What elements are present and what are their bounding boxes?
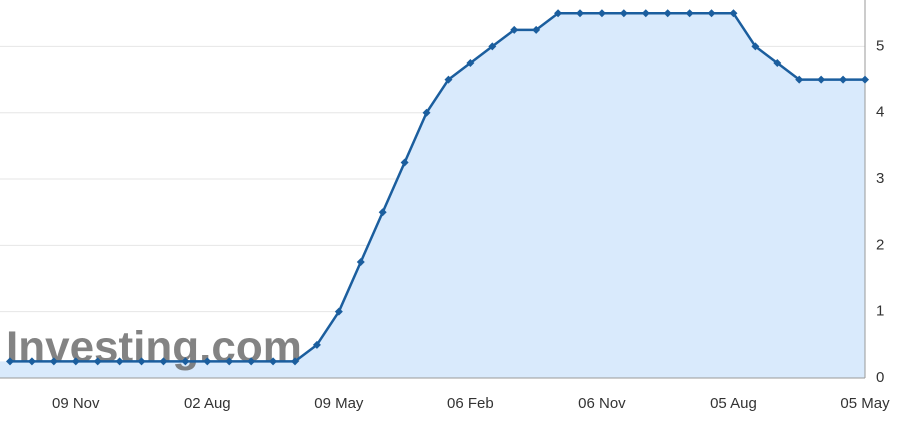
x-tick-label: 06 Nov: [578, 395, 626, 412]
point: [225, 357, 234, 366]
x-tick-label: 09 Nov: [52, 395, 100, 412]
y-tick-label: 1: [876, 303, 884, 320]
point: [71, 357, 80, 366]
point: [27, 357, 36, 366]
point: [685, 9, 694, 18]
x-tick-label: 05 Aug: [710, 395, 757, 412]
point: [378, 208, 387, 217]
x-tick-label: 09 May: [314, 395, 364, 412]
point: [554, 9, 563, 18]
point: [356, 257, 365, 266]
y-tick-label: 2: [876, 236, 884, 253]
point: [400, 158, 409, 167]
point: [663, 9, 672, 18]
point: [707, 9, 716, 18]
y-tick-label: 5: [876, 37, 884, 54]
point: [334, 307, 343, 316]
point: [510, 25, 519, 34]
point: [488, 42, 497, 51]
point: [247, 357, 256, 366]
point: [466, 59, 475, 67]
point: [839, 75, 848, 84]
point: [291, 357, 299, 366]
point: [641, 9, 650, 18]
point: [817, 75, 826, 84]
point: [312, 340, 321, 349]
x-tick-label: 05 May: [840, 395, 890, 412]
area-fill: [0, 13, 865, 379]
point: [203, 357, 212, 366]
point: [597, 9, 606, 18]
point: [269, 357, 278, 366]
point: [181, 357, 190, 366]
point: [576, 9, 584, 18]
point: [795, 75, 804, 84]
line: [10, 12, 865, 363]
point: [532, 25, 541, 34]
x-tick-label: 02 Aug: [184, 395, 231, 412]
point: [49, 357, 58, 366]
y-tick-label: 3: [876, 170, 884, 187]
point: [159, 357, 168, 366]
point: [93, 357, 102, 366]
x-tick-label: 06 Feb: [447, 395, 494, 412]
point: [773, 59, 782, 67]
point: [444, 75, 453, 84]
point: [861, 75, 869, 84]
point: [619, 9, 628, 18]
watermark: Investing.com: [6, 323, 302, 372]
point: [751, 42, 760, 51]
point: [422, 108, 431, 117]
point: [6, 357, 14, 366]
point: [115, 357, 124, 366]
point: [729, 9, 738, 18]
y-tick-label: 0: [876, 369, 884, 386]
y-tick-label: 4: [876, 104, 884, 121]
point: [137, 357, 146, 366]
